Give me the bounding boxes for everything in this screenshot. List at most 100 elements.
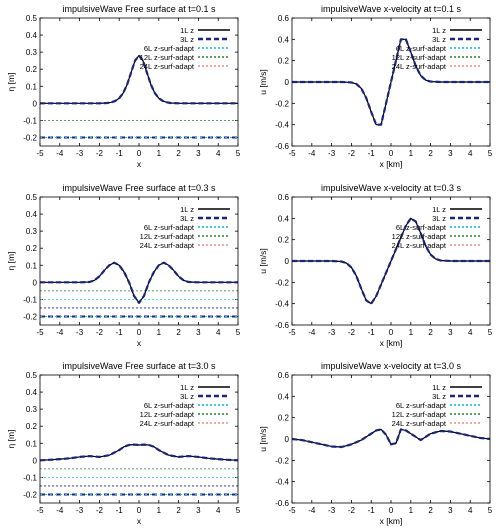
x-tick-label: 4 xyxy=(468,328,473,337)
y-tick-label: 0.4 xyxy=(26,31,38,40)
y-tick-label: 0.3 xyxy=(26,227,38,236)
x-tick-label: 0 xyxy=(389,506,394,515)
x-tick-label: 2 xyxy=(176,149,181,158)
x-tick-label: -5 xyxy=(36,506,44,515)
chart-title: impulsiveWave x-velocity at t=0.1 s xyxy=(321,4,461,14)
chart-title: impulsiveWave Free surface at t=0.1 s xyxy=(63,4,216,14)
legend-label: 24L z-surf-adapt xyxy=(140,62,195,71)
plot-area xyxy=(40,54,238,139)
y-tick-label: -0.2 xyxy=(23,133,37,142)
legend-label: 1L z xyxy=(432,205,446,214)
x-tick-label: -3 xyxy=(76,328,84,337)
plot-area xyxy=(40,443,238,496)
legend-label: 24L z-surf-adapt xyxy=(140,241,195,250)
y-tick-label: 0 xyxy=(285,435,290,444)
legend-label: 12L z-surf-adapt xyxy=(392,410,447,419)
y-tick-label: 0.2 xyxy=(278,414,290,423)
plot-area xyxy=(292,38,490,126)
y-tick-label: 0.6 xyxy=(278,14,290,23)
x-tick-label: 5 xyxy=(236,328,241,337)
chart-panel: impulsiveWave Free surface at t=0.3 s -5 -… xyxy=(6,183,241,348)
x-tick-label: 2 xyxy=(176,328,181,337)
y-tick-label: 0.1 xyxy=(26,261,38,270)
legend-label: 24L z-surf-adapt xyxy=(392,419,447,428)
x-tick-label: -5 xyxy=(36,149,44,158)
chart-title: impulsiveWave x-velocity at t=3.0 s xyxy=(321,361,461,371)
legend-label: 6L z-surf-adapt xyxy=(396,44,447,53)
x-axis-label: x xyxy=(137,159,142,169)
y-tick-label: -0.6 xyxy=(275,499,289,508)
x-tick-label: -3 xyxy=(76,506,84,515)
chart-panel: impulsiveWave Free surface at t=0.1 s -5 -… xyxy=(6,4,241,169)
y-tick-label: 0.2 xyxy=(26,422,38,431)
x-tick-label: 2 xyxy=(176,506,181,515)
y-tick-label: -0.2 xyxy=(275,278,289,287)
y-tick-label: 0.2 xyxy=(278,236,290,245)
plot-area xyxy=(292,428,490,449)
y-tick-label: 0 xyxy=(33,99,38,108)
x-tick-label: 3 xyxy=(196,506,201,515)
x-tick-label: 4 xyxy=(216,328,221,337)
chart-title: impulsiveWave x-velocity at t=0.3 s xyxy=(321,183,461,193)
series-line xyxy=(40,443,238,462)
x-tick-label: -2 xyxy=(348,506,356,515)
x-tick-label: 0 xyxy=(389,149,394,158)
legend-label: 6L z-surf-adapt xyxy=(396,401,447,410)
x-tick-label: 1 xyxy=(409,328,414,337)
legend-label: 12L z-surf-adapt xyxy=(140,410,195,419)
y-tick-label: -0.1 xyxy=(23,473,37,482)
y-tick-label: 0 xyxy=(285,78,290,87)
y-tick-label: -0.4 xyxy=(275,300,289,309)
x-tick-label: 5 xyxy=(488,149,493,158)
x-tick-label: -4 xyxy=(56,328,64,337)
x-tick-label: 5 xyxy=(236,149,241,158)
x-tick-label: 3 xyxy=(196,149,201,158)
legend-label: 12L z-surf-adapt xyxy=(392,232,447,241)
y-tick-label: 0 xyxy=(33,456,38,465)
plot-area xyxy=(292,217,490,305)
chart-panel: impulsiveWave x-velocity at t=3.0 s -5 -4 -… xyxy=(258,361,493,526)
y-tick-label: -0.6 xyxy=(275,321,289,330)
x-axis-label: x [km] xyxy=(380,338,403,348)
y-tick-label: -0.1 xyxy=(23,295,37,304)
y-tick-label: -0.6 xyxy=(275,142,289,151)
plot-frame xyxy=(291,374,491,504)
y-tick-label: 0.4 xyxy=(26,388,38,397)
x-tick-label: -3 xyxy=(328,328,336,337)
x-tick-label: 3 xyxy=(448,328,453,337)
x-tick-label: 2 xyxy=(428,149,433,158)
legend-label: 6L z-surf-adapt xyxy=(144,223,195,232)
legend-label: 24L z-surf-adapt xyxy=(392,62,447,71)
series-line xyxy=(40,262,238,304)
y-tick-label: 0 xyxy=(285,257,290,266)
legend-label: 1L z xyxy=(432,383,446,392)
x-tick-label: 4 xyxy=(216,506,221,515)
legend-label: 12L z-surf-adapt xyxy=(140,53,195,62)
y-tick-label: 0.5 xyxy=(26,371,38,380)
y-tick-label: 0.5 xyxy=(26,14,38,23)
x-tick-label: -5 xyxy=(288,149,296,158)
y-tick-label: -0.4 xyxy=(275,121,289,130)
legend-label: 6L z-surf-adapt xyxy=(144,44,195,53)
x-tick-label: 5 xyxy=(488,506,493,515)
series-line xyxy=(292,217,490,305)
x-tick-label: 0 xyxy=(137,328,142,337)
x-tick-label: -1 xyxy=(368,328,376,337)
y-tick-label: -0.2 xyxy=(23,490,37,499)
y-axis-label: u [m/s] xyxy=(258,69,268,95)
legend-label: 1L z xyxy=(180,205,194,214)
x-tick-label: 0 xyxy=(389,328,394,337)
legend-label: 6L z-surf-adapt xyxy=(144,401,195,410)
x-axis-label: x xyxy=(137,338,142,348)
series-line xyxy=(292,428,490,449)
legend-label: 1L z xyxy=(180,383,194,392)
x-axis-label: x [km] xyxy=(380,516,403,526)
x-tick-label: 1 xyxy=(409,506,414,515)
legend-label: 6L z-surf-adapt xyxy=(396,223,447,232)
y-axis-label: η [m] xyxy=(6,252,16,271)
x-tick-label: -1 xyxy=(368,149,376,158)
x-tick-label: -2 xyxy=(348,149,356,158)
legend-label: 3L z xyxy=(432,214,446,223)
legend-label: 1L z xyxy=(180,26,194,35)
